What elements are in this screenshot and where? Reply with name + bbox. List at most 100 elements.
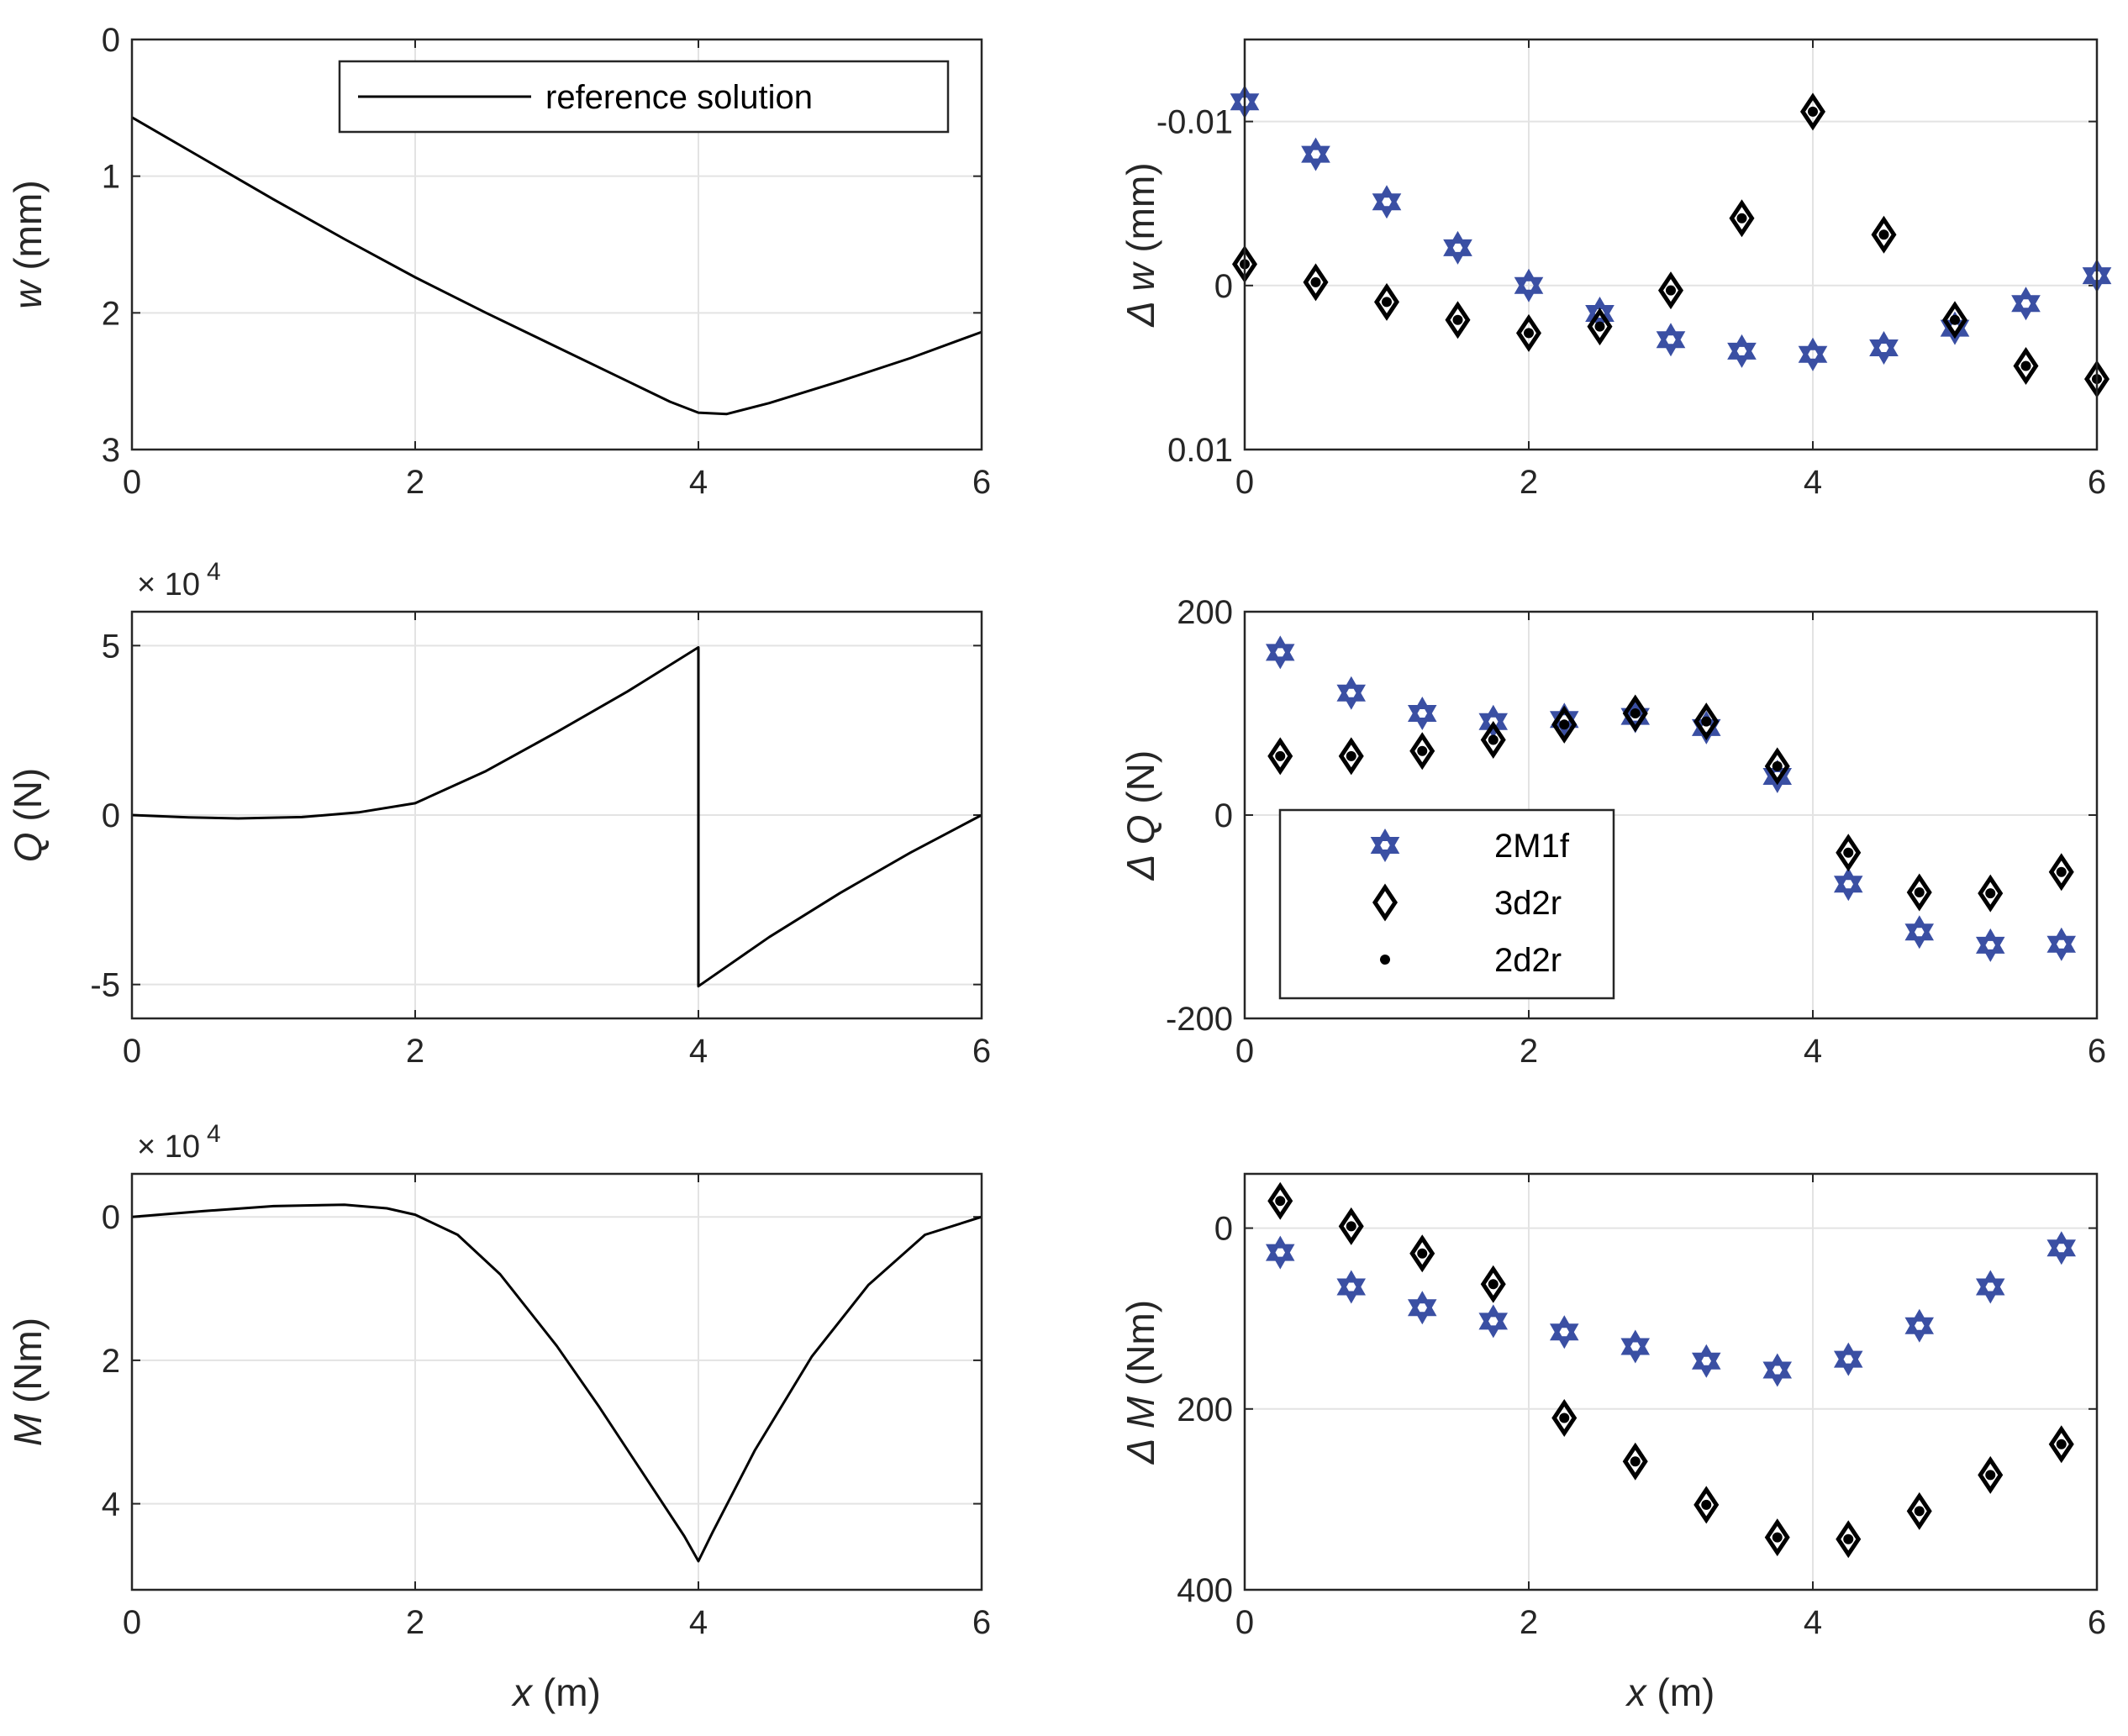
y-tick-label: 2 (102, 1343, 120, 1380)
point-2M1f-up (1833, 1342, 1863, 1368)
point-2d2r (1843, 847, 1854, 858)
point-2M1f (1265, 1235, 1295, 1270)
point-2M1f-down (1904, 923, 1935, 950)
x-tick-label: 6 (2088, 464, 2106, 501)
x-tick-label: 0 (123, 464, 141, 501)
panel-Q: 0 2 4 6-505× 10 4Q (N) (6, 558, 991, 1070)
point-2d2r (1985, 1470, 1996, 1481)
point-2M1f (1407, 696, 1437, 731)
point-2d2r (1346, 1221, 1356, 1232)
point-2M1f-up (1336, 676, 1367, 702)
point-2M1f-down (1869, 339, 1899, 365)
x-tick-label: 6 (972, 1033, 991, 1070)
point-2M1f (1904, 915, 1935, 950)
point-2M1f (1975, 928, 2005, 962)
point-2d2r (1382, 297, 1392, 308)
y-tick-label: -0.01 (1156, 104, 1233, 141)
point-2d2r (1666, 285, 1676, 296)
point-2d2r (2056, 1439, 2067, 1449)
y-multiplier-base: × 10 (137, 1129, 200, 1165)
point-2M1f-down (1762, 1361, 1793, 1387)
point-2M1f-up (2046, 1231, 2077, 1257)
x-tick-label: 0 (1235, 1033, 1254, 1070)
point-2M1f (1904, 1308, 1935, 1343)
y-tick-label: 1 (102, 159, 120, 196)
point-3d2r (1871, 215, 1897, 254)
point-2d2r (2056, 866, 2067, 877)
y-axis-label-unit: (mm) (1119, 162, 1162, 263)
y-tick-label: 0 (102, 797, 120, 834)
point-2M1f (1336, 676, 1367, 710)
y-tick-label: 400 (1177, 1572, 1233, 1609)
point-3d2r (2013, 346, 2039, 385)
legend-label: reference solution (545, 79, 813, 116)
y-multiplier-exponent: 4 (207, 1120, 221, 1148)
point-2d2r (1275, 1196, 1286, 1207)
point-2M1f-up (1904, 1308, 1935, 1334)
point-2M1f-up (1549, 1315, 1579, 1341)
point-2M1f-down (1301, 145, 1330, 171)
x-tick-label: 0 (1235, 464, 1254, 501)
series-line-reference-solution (131, 1203, 982, 1563)
point-2M1f-up (1620, 699, 1651, 725)
y-multiplier: × 10 4 (137, 1120, 221, 1165)
point-2M1f (1336, 1270, 1367, 1304)
plot-area (132, 1174, 982, 1590)
point-3d2r (1480, 1265, 1506, 1303)
legend-marker-2M1f-up (1370, 829, 1400, 854)
point-3d2r (1622, 1442, 1648, 1481)
point-2M1f (1727, 334, 1757, 368)
point-3d2r (1657, 271, 1684, 310)
x-tick-label: 4 (689, 1033, 708, 1070)
point-3d2r (1303, 263, 1329, 302)
point-2M1f-down (1798, 345, 1828, 371)
point-2M1f-down (1727, 342, 1757, 368)
point-2M1f-down (2011, 295, 2041, 321)
point-2M1f (1478, 1304, 1509, 1339)
y-axis-label-symbol: Δ w (1119, 261, 1162, 328)
x-tick-label: 6 (972, 1604, 991, 1641)
point-2M1f (1762, 1353, 1793, 1387)
y-axis-label-symbol: Δ M (1119, 1396, 1162, 1465)
point-2M1f-up (1975, 1270, 2005, 1296)
point-2M1f-down (1656, 331, 1686, 357)
point-2M1f-up (1762, 1353, 1793, 1379)
point-2M1f-down (1265, 1244, 1295, 1270)
point-2M1f-up (1656, 323, 1686, 349)
point-2M1f-down (1443, 239, 1472, 265)
point-2d2r (1701, 1499, 1712, 1510)
series-line-reference-solution (131, 645, 982, 988)
point-3d2r (1799, 92, 1826, 131)
y-axis-label: Δ Q (N) (1119, 750, 1162, 881)
point-2d2r (1878, 229, 1889, 240)
axes-frame (130, 38, 983, 451)
y-tick-label: 4 (102, 1486, 120, 1523)
y-tick-label: -200 (1166, 1001, 1233, 1038)
point-3d2r (1445, 301, 1471, 339)
point-3d2r (1729, 199, 1755, 238)
x-tick-label: 4 (689, 464, 708, 501)
x-tick-label: 6 (2088, 1604, 2106, 1641)
axes-frame (1243, 38, 2099, 451)
point-2d2r (1524, 328, 1534, 339)
point-2d2r (1452, 314, 1463, 325)
y-tick-label: 200 (1177, 1391, 1233, 1428)
point-2d2r (1594, 321, 1605, 332)
y-axis-label-unit: (Nm) (6, 1318, 50, 1414)
x-tick-label: 0 (123, 1604, 141, 1641)
point-3d2r (1836, 1520, 1862, 1559)
point-2d2r (1772, 760, 1783, 771)
point-2d2r (1630, 708, 1641, 718)
point-2M1f (1514, 268, 1544, 302)
point-2M1f-down (1336, 684, 1367, 710)
point-3d2r (1764, 747, 1790, 786)
x-tick-label: 2 (406, 1604, 424, 1641)
y-axis-label: w (mm) (6, 180, 50, 308)
point-2M1f-down (1478, 713, 1509, 739)
point-2M1f-down (1975, 1278, 2005, 1304)
legend-marker-2d2r (1380, 955, 1390, 965)
legend-label-2d2r: 2d2r (1494, 942, 1562, 979)
point-2M1f-up (1904, 915, 1935, 941)
